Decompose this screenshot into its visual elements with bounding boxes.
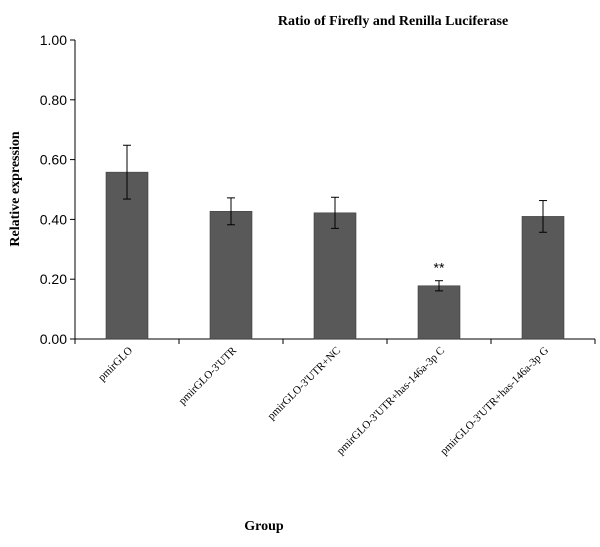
chart-title: Ratio of Firefly and Renilla Luciferase (278, 14, 508, 29)
bar (105, 171, 149, 340)
x-axis (74, 338, 596, 344)
x-category-label: pmirGLO-3'UTR (177, 344, 240, 407)
y-tick-label: 0.40 (40, 211, 67, 227)
x-category-label: pmirGLO-3'UTR+has-146a-3p C (335, 345, 448, 458)
y-tick-label: 1.00 (40, 32, 67, 48)
y-axis-title: Relative expression (8, 131, 23, 246)
x-category-label: pmirGLO-3'UTR+NC (265, 345, 343, 423)
y-axis: 0.00 0.20 0.40 0.60 0.80 1.00 (40, 32, 76, 347)
y-tick-label: 0.60 (40, 152, 67, 168)
bar (209, 211, 253, 340)
y-tick-label: 0.00 (40, 331, 67, 347)
error-bars (123, 144, 547, 292)
x-category-label: pmirGLO-3'UTR+has-146a-3p G (438, 345, 551, 458)
bar (417, 285, 461, 340)
bars (105, 171, 565, 340)
bar (521, 216, 565, 340)
y-tick-label: 0.20 (40, 271, 67, 287)
significance-annotation: ** (434, 260, 445, 276)
x-category-label: pmirGLO (96, 345, 135, 384)
x-axis-title: Group (244, 519, 284, 534)
bar (313, 212, 357, 340)
y-tick-label: 0.80 (40, 92, 67, 108)
annotations: ** (434, 260, 445, 276)
x-labels: pmirGLO pmirGLO-3'UTR pmirGLO-3'UTR+NCpmir… (96, 344, 551, 457)
